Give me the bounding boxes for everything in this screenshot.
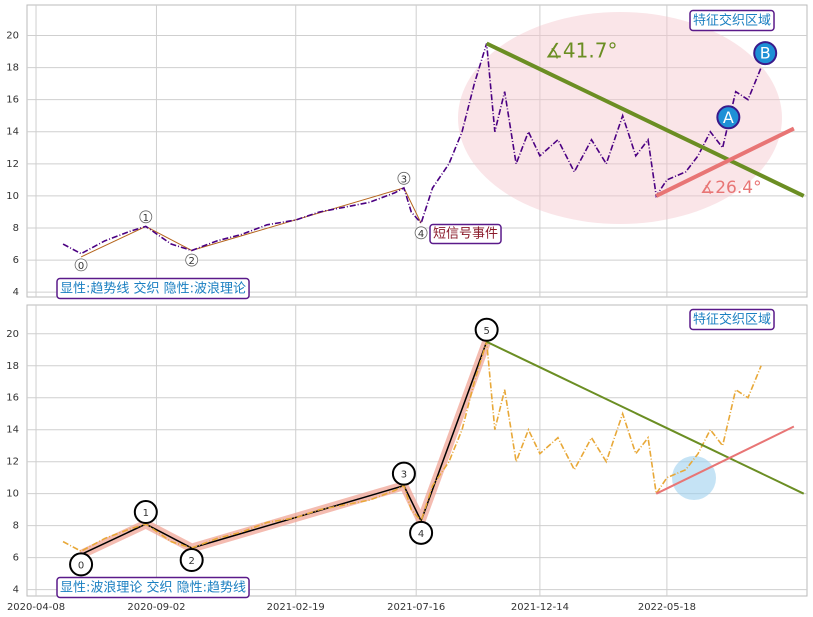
wave-label: 0 — [78, 261, 84, 272]
x-tick-label: 2021-07-16 — [387, 602, 445, 613]
annotation: 显性:波浪理论 交织 隐性:趋势线 — [60, 580, 246, 596]
annotation: 短信号事件 — [433, 227, 498, 242]
y-tick-label: 12 — [6, 457, 19, 468]
y-tick-label: 12 — [6, 159, 19, 170]
annotation-box — [689, 9, 775, 32]
annotation: ∡26.4° — [700, 178, 762, 198]
annotation: ∡41.7° — [545, 39, 617, 63]
y-tick-label: 10 — [6, 191, 19, 202]
highlight-region — [672, 456, 716, 500]
plot-frame — [26, 304, 808, 597]
trend-line — [655, 126, 795, 198]
y-tick-label: 16 — [6, 393, 19, 404]
wave-label: 4 — [418, 529, 424, 540]
annotation-box — [689, 308, 775, 331]
annotation-box — [56, 576, 250, 599]
wave-marker — [74, 258, 88, 272]
x-tick-label: 2021-12-14 — [511, 602, 569, 613]
y-tick-label: 18 — [6, 63, 19, 74]
wave-marker — [391, 461, 416, 486]
point-label: A — [723, 108, 734, 127]
price-line — [62, 43, 762, 255]
wave-marker — [474, 317, 499, 342]
wave-marker — [179, 548, 204, 573]
trend-line — [486, 340, 805, 495]
point-marker — [716, 105, 741, 130]
trend-line — [485, 41, 805, 198]
wave-marker — [133, 500, 158, 525]
point-label: B — [760, 44, 771, 63]
annotation: 特征交织区域 — [693, 13, 771, 29]
price-line — [62, 341, 762, 553]
wave-marker — [139, 210, 153, 224]
y-tick-label: 4 — [13, 287, 19, 298]
annotation-box — [429, 223, 502, 245]
wave-label: 0 — [78, 560, 84, 571]
wave-label: 5 — [483, 326, 489, 337]
wave-marker — [185, 253, 199, 267]
wave-marker — [69, 552, 94, 577]
annotation: 显性:趋势线 交织 隐性:波浪理论 — [60, 281, 246, 297]
y-tick-label: 4 — [13, 585, 19, 596]
wave-line — [80, 187, 422, 258]
x-tick-label: 2022-05-18 — [638, 602, 696, 613]
wave-label: 4 — [418, 229, 424, 240]
y-tick-label: 8 — [13, 521, 19, 532]
wave-label: 1 — [143, 213, 149, 224]
x-tick-label: 2021-02-19 — [267, 602, 325, 613]
wave-label: 2 — [188, 556, 194, 567]
y-tick-label: 6 — [13, 255, 19, 266]
y-tick-label: 16 — [6, 95, 19, 106]
highlight-region — [458, 12, 782, 224]
wave-marker — [409, 520, 434, 545]
y-tick-label: 20 — [6, 30, 19, 41]
annotation-box — [56, 277, 250, 300]
wave-label: 3 — [401, 470, 407, 481]
y-tick-label: 6 — [13, 553, 19, 564]
point-marker — [753, 41, 778, 66]
annotation: 特征交织区域 — [693, 312, 771, 328]
wave-label: 3 — [401, 174, 407, 185]
plot-frame — [26, 4, 808, 298]
wave-label: 1 — [143, 508, 149, 519]
wave-marker — [397, 171, 411, 185]
trend-line — [655, 425, 795, 495]
y-tick-label: 8 — [13, 223, 19, 234]
x-tick-label: 2020-09-02 — [127, 602, 185, 613]
y-tick-label: 14 — [6, 127, 19, 138]
y-tick-label: 10 — [6, 489, 19, 500]
y-tick-label: 18 — [6, 361, 19, 372]
wave-label: 2 — [188, 256, 194, 267]
y-tick-label: 14 — [6, 425, 19, 436]
x-tick-label: 2020-04-08 — [7, 602, 65, 613]
wave-marker — [414, 226, 428, 240]
y-tick-label: 20 — [6, 329, 19, 340]
